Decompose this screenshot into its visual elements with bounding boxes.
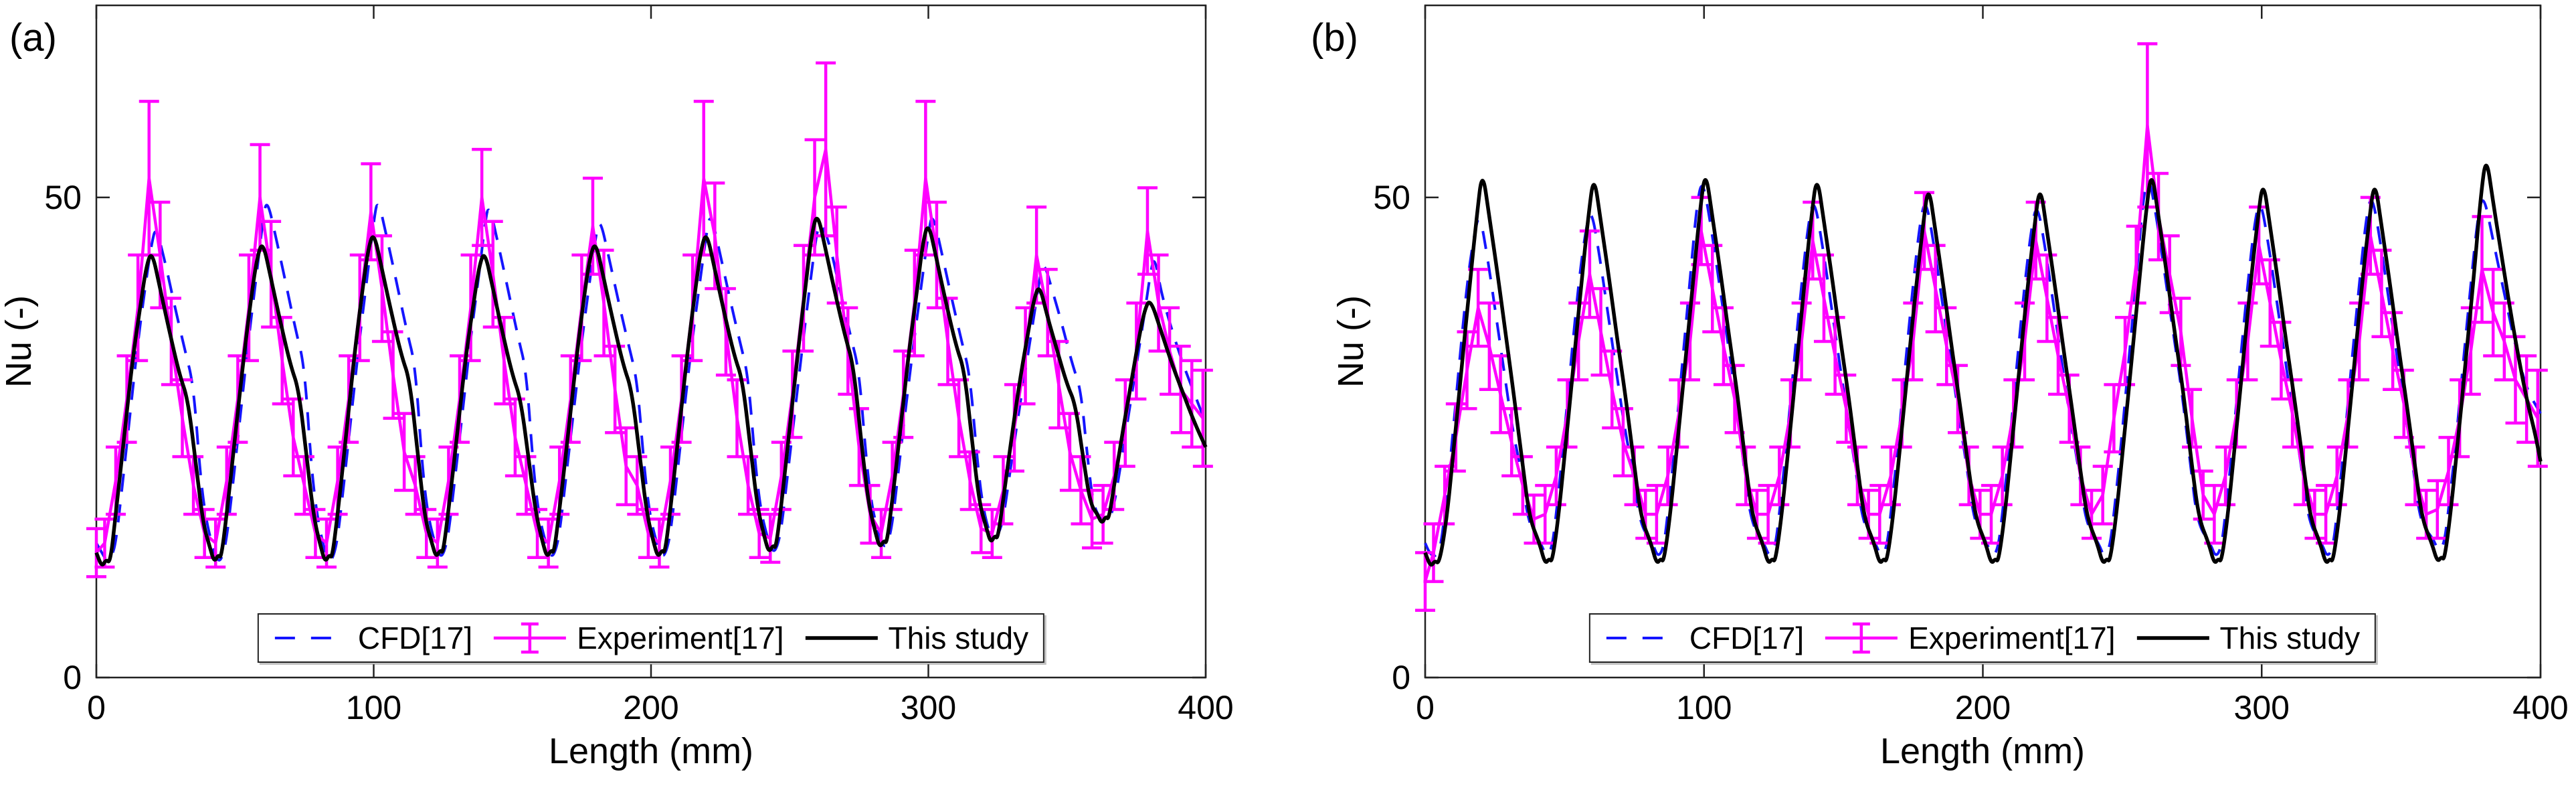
cfd-curve [95, 204, 1207, 562]
x-tick-label: 0 [1416, 689, 1435, 726]
legend-a: CFD[17] Experiment[17] This study [257, 613, 1045, 663]
panel-a-label: (a) [9, 16, 57, 60]
errorbar-line-sample-icon [494, 622, 567, 654]
dashed-line-sample-icon [1606, 637, 1679, 639]
plot-frame [1424, 4, 2542, 679]
y-tick-label: 50 [44, 179, 82, 216]
y-axis-ticks: 0 50 [44, 179, 1206, 696]
panel-b-label: (b) [1311, 16, 1358, 60]
y-axis-ticks: 0 50 [1373, 179, 2541, 696]
legend-item-experiment-17-: Experiment[17] [492, 620, 784, 656]
legend-b: CFD[17] Experiment[17] This study [1588, 613, 2377, 663]
solid-line-sample-icon [2136, 636, 2209, 640]
legend-label: This study [2219, 621, 2361, 655]
plot-b-svg: 0 100 200 300 400 0 50 (b) Length (mm) Nu (-) [1311, 4, 2569, 771]
legend-item-experiment-17-: Experiment[17] [1824, 620, 2116, 656]
y-tick-label: 0 [63, 659, 82, 696]
legend-item-this-study: This study [2136, 620, 2361, 656]
x-tick-label: 400 [2512, 689, 2568, 726]
legend-item-cfd-17-: CFD[17] [1605, 620, 1804, 656]
legend-label: Experiment[17] [577, 621, 784, 655]
plot-a-canvas: 0 100 200 300 400 0 50 [44, 4, 1234, 726]
legend-label: Experiment[17] [1908, 621, 2116, 655]
x-axis-ticks: 0 100 200 300 400 [1416, 5, 2569, 726]
x-tick-label: 300 [901, 689, 956, 726]
experiment-series [86, 61, 1213, 578]
y-tick-label: 0 [1392, 659, 1410, 696]
x-tick-label: 100 [1676, 689, 1732, 726]
x-tick-label: 200 [1955, 689, 2011, 726]
x-tick-label: 200 [623, 689, 678, 726]
legend-label: CFD[17] [1689, 621, 1805, 655]
experiment-series [1415, 42, 2548, 612]
errorbar-line-sample-icon [1825, 622, 1898, 654]
panel-b: 0 100 200 300 400 0 50 (b) Length (mm) Nu (-) … [1288, 0, 2576, 789]
legend-item-this-study: This study [804, 620, 1029, 656]
solid-line-sample-icon [805, 636, 878, 640]
this-study-curve [1423, 163, 2543, 567]
legend-item-cfd-17-: CFD[17] [274, 620, 472, 656]
y-axis-label-b: Nu (-) [1331, 295, 1371, 388]
panel-a: 0 100 200 300 400 0 50 (a) Length (mm) Nu (-) … [0, 0, 1288, 789]
plot-a-svg: 0 100 200 300 400 0 50 (a) Length (mm) Nu (-) [0, 4, 1234, 771]
x-axis-label-a: Length (mm) [549, 731, 753, 771]
legend-label: CFD[17] [357, 621, 473, 655]
x-axis-label-b: Length (mm) [1880, 731, 2085, 771]
y-tick-label: 50 [1373, 179, 1410, 216]
x-tick-label: 0 [87, 689, 106, 726]
plot-frame [95, 4, 1207, 679]
cfd-curve [1424, 180, 2542, 558]
x-tick-label: 300 [2234, 689, 2290, 726]
dashed-line-sample-icon [274, 637, 347, 639]
y-axis-label-a: Nu (-) [0, 295, 39, 388]
x-tick-label: 400 [1178, 689, 1233, 726]
x-tick-label: 100 [346, 689, 401, 726]
plot-b-canvas: 0 100 200 300 400 0 50 [1373, 4, 2569, 726]
x-axis-ticks: 0 100 200 300 400 [87, 5, 1234, 726]
legend-label: This study [888, 621, 1029, 655]
this-study-curve [94, 216, 1208, 567]
